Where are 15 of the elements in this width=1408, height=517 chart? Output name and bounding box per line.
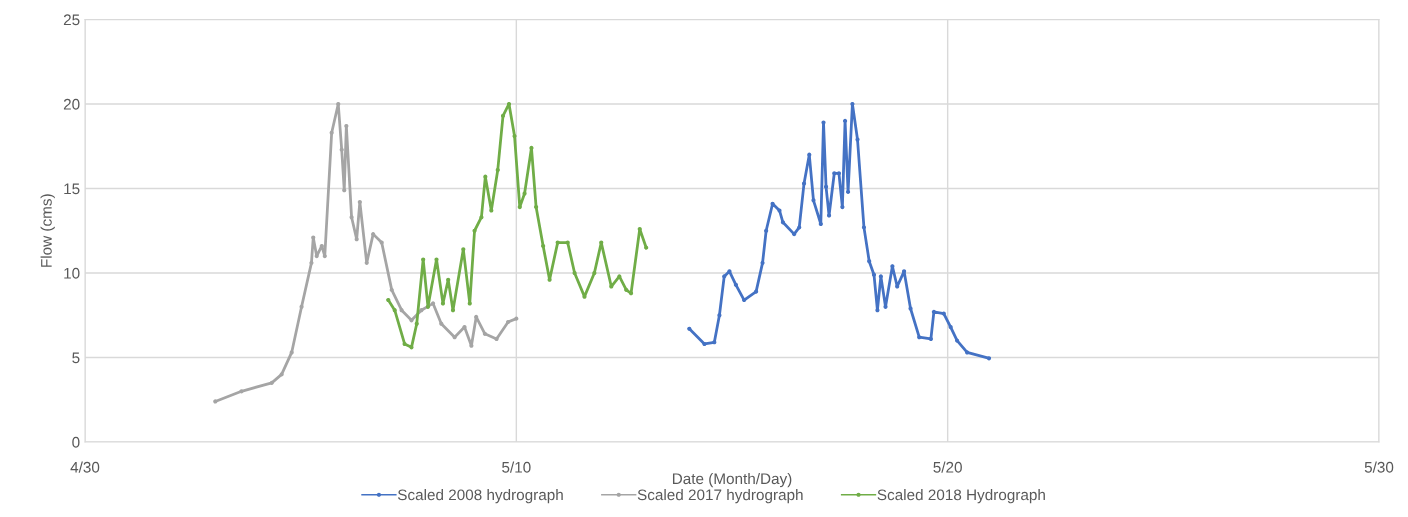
x-tick-label: 5/30 bbox=[1364, 461, 1394, 473]
legend-label: Scaled 2018 Hydrograph bbox=[877, 489, 1045, 504]
x-tick-label: 5/20 bbox=[933, 461, 962, 473]
x-tick-label: 4/30 bbox=[70, 461, 100, 473]
legend-label: Scaled 2017 hydrograph bbox=[637, 489, 803, 504]
legend-label: Scaled 2008 hydrograph bbox=[397, 489, 563, 504]
y-tick-label: 25 bbox=[63, 14, 80, 26]
x-axis-title: Date (Month/Day) bbox=[672, 472, 792, 488]
y-axis-title: Flow (cms) bbox=[40, 194, 55, 267]
x-tick-label: 5/10 bbox=[502, 461, 531, 473]
y-tick-label: 15 bbox=[64, 183, 80, 195]
y-tick-label: 5 bbox=[72, 352, 80, 364]
y-tick-label: 0 bbox=[72, 436, 80, 448]
y-tick-label: 10 bbox=[64, 267, 80, 279]
y-tick-label: 20 bbox=[63, 98, 80, 110]
